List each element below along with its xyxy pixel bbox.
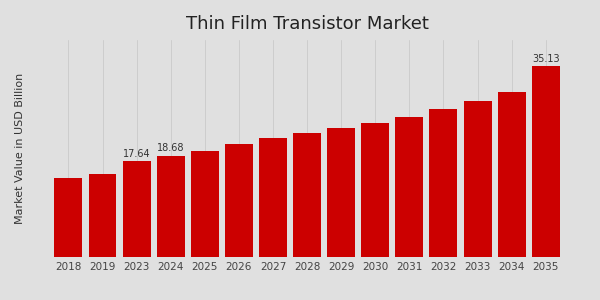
Bar <box>225 144 253 256</box>
Bar <box>157 155 185 256</box>
Bar <box>361 123 389 256</box>
Bar <box>55 178 82 256</box>
Text: 18.68: 18.68 <box>157 143 184 153</box>
Bar <box>327 128 355 256</box>
Bar <box>191 151 219 256</box>
Bar <box>259 138 287 256</box>
Bar <box>532 67 560 256</box>
Bar <box>497 92 526 256</box>
Bar <box>89 174 116 256</box>
Bar <box>430 110 457 256</box>
Bar <box>395 117 424 256</box>
Bar <box>122 161 151 256</box>
Title: Thin Film Transistor Market: Thin Film Transistor Market <box>185 15 428 33</box>
Text: 17.64: 17.64 <box>123 149 151 159</box>
Y-axis label: Market Value in USD Billion: Market Value in USD Billion <box>15 73 25 224</box>
Text: 35.13: 35.13 <box>532 54 560 64</box>
Bar <box>293 133 321 256</box>
Bar <box>464 101 491 256</box>
